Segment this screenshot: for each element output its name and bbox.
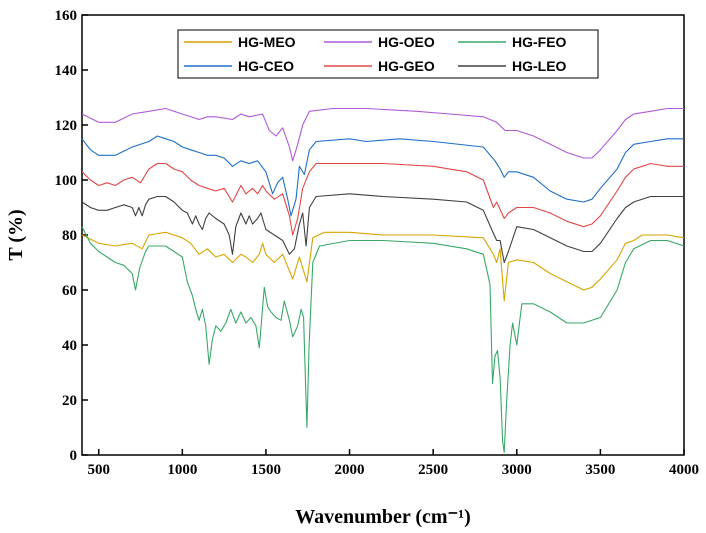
series-line-hg-geo [81, 162, 684, 236]
y-tick-label: 140 [55, 63, 78, 79]
axis-ticks: 500 1000 1500 2000 2500 3000 3500 4000 0 20 40 60 80… [55, 8, 700, 478]
x-tick-label: 2500 [418, 462, 448, 478]
x-tick-label: 3500 [585, 462, 615, 478]
x-tick-label: 2000 [335, 462, 365, 478]
y-tick-label: 0 [70, 448, 78, 464]
x-tick-label: 1000 [167, 462, 197, 478]
series-line-hg-oeo [81, 107, 684, 162]
legend-box [177, 29, 599, 79]
y-tick-label: 80 [62, 228, 77, 244]
series-line-hg-feo [81, 226, 685, 453]
y-tick-label: 40 [62, 338, 77, 354]
x-tick-label: 4000 [669, 462, 699, 478]
x-tick-label: 500 [87, 462, 110, 478]
legend-label: HG-CEO [238, 58, 294, 74]
y-tick-label: 100 [55, 173, 78, 189]
legend-label: HG-MEO [238, 34, 296, 50]
legend-label: HG-LEO [512, 58, 567, 74]
legend: HG-MEO HG-OEO HG-FEO HG-CEO HG-GEO HG-LEO [177, 29, 599, 79]
y-tick-label: 20 [62, 393, 77, 409]
legend-label: HG-OEO [378, 34, 435, 50]
y-tick-label: 120 [55, 118, 78, 134]
series-line-hg-leo [81, 193, 684, 264]
legend-label: HG-GEO [378, 58, 435, 74]
y-tick-label: 160 [55, 8, 78, 24]
series-line-hg-meo [81, 231, 685, 302]
x-tick-label: 3000 [502, 462, 532, 478]
y-tick-label: 60 [62, 283, 77, 299]
series-lines [81, 107, 685, 453]
series-line-hg-ceo [81, 135, 684, 217]
y-axis-label: T (%) [5, 209, 27, 260]
x-axis-label: Wavenumber (cm⁻¹) [295, 506, 471, 528]
x-tick-label: 1500 [251, 462, 281, 478]
legend-label: HG-FEO [512, 34, 567, 50]
